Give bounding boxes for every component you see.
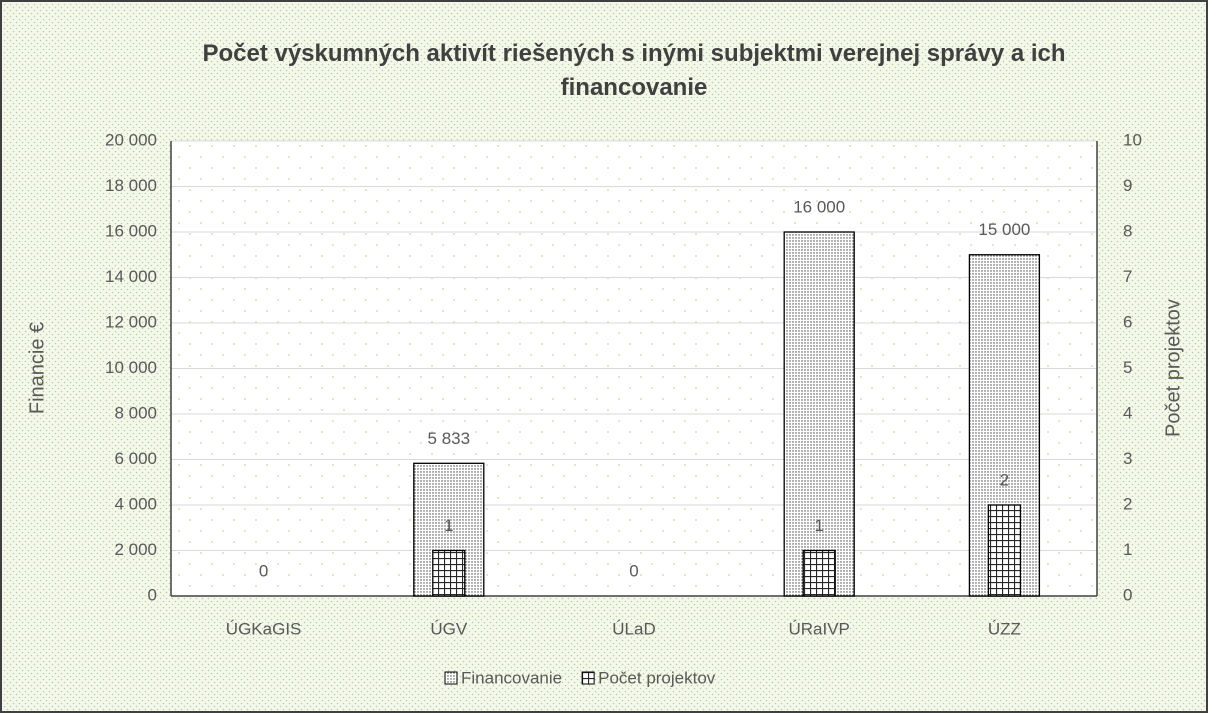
y2-tick-label: 7 <box>1123 267 1132 286</box>
bar <box>783 231 855 597</box>
y-tick-label: 4 000 <box>114 494 157 513</box>
legend-label: Počet projektov <box>598 668 716 687</box>
y-tick-label: 0 <box>148 585 157 604</box>
y2-tick-label: 1 <box>1123 540 1132 559</box>
data-label: 1 <box>444 516 453 535</box>
bar <box>987 504 1022 597</box>
data-label: 2 <box>1000 470 1009 489</box>
y2-tick-label: 9 <box>1123 176 1132 195</box>
bar <box>432 549 466 597</box>
legend-label: Financovanie <box>461 668 562 687</box>
y2-tick-label: 10 <box>1123 130 1142 149</box>
data-label: 16 000 <box>793 197 845 216</box>
y-tick-label: 8 000 <box>114 403 157 422</box>
y-tick-label: 10 000 <box>105 358 157 377</box>
y-tick-label: 12 000 <box>105 312 157 331</box>
y-tick-label: 20 000 <box>105 130 157 149</box>
y-tick-label: 6 000 <box>114 449 157 468</box>
data-label: 0 <box>259 561 268 580</box>
x-tick-label: ÚLaD <box>612 619 655 638</box>
x-tick-label: ÚZZ <box>988 619 1021 638</box>
y-tick-label: 16 000 <box>105 221 157 240</box>
y-tick-label: 18 000 <box>105 176 157 195</box>
y2-tick-label: 2 <box>1123 494 1132 513</box>
legend-swatch <box>444 671 458 685</box>
y2-tick-label: 6 <box>1123 312 1132 331</box>
chart-title: Počet výskumných aktivít riešených s iný… <box>202 40 1065 101</box>
data-label: 1 <box>814 516 823 535</box>
data-label: 15 000 <box>978 220 1030 239</box>
data-label: 0 <box>629 561 638 580</box>
bar <box>802 549 836 597</box>
y2-tick-label: 5 <box>1123 358 1132 377</box>
legend-swatch <box>581 671 595 685</box>
y-tick-label: 2 000 <box>114 540 157 559</box>
x-tick-label: ÚRaIVP <box>788 619 849 638</box>
y2-tick-label: 8 <box>1123 221 1132 240</box>
y-tick-label: 14 000 <box>105 267 157 286</box>
x-tick-label: ÚGV <box>430 619 468 638</box>
y2-tick-label: 3 <box>1123 449 1132 468</box>
x-tick-label: ÚGKaGIS <box>226 619 302 638</box>
y-axis-label: Financie € <box>26 322 48 414</box>
data-label: 5 833 <box>428 429 471 448</box>
y2-tick-label: 0 <box>1123 585 1132 604</box>
y2-tick-label: 4 <box>1123 403 1132 422</box>
y2-axis-label: Počet projektov <box>1162 299 1184 437</box>
